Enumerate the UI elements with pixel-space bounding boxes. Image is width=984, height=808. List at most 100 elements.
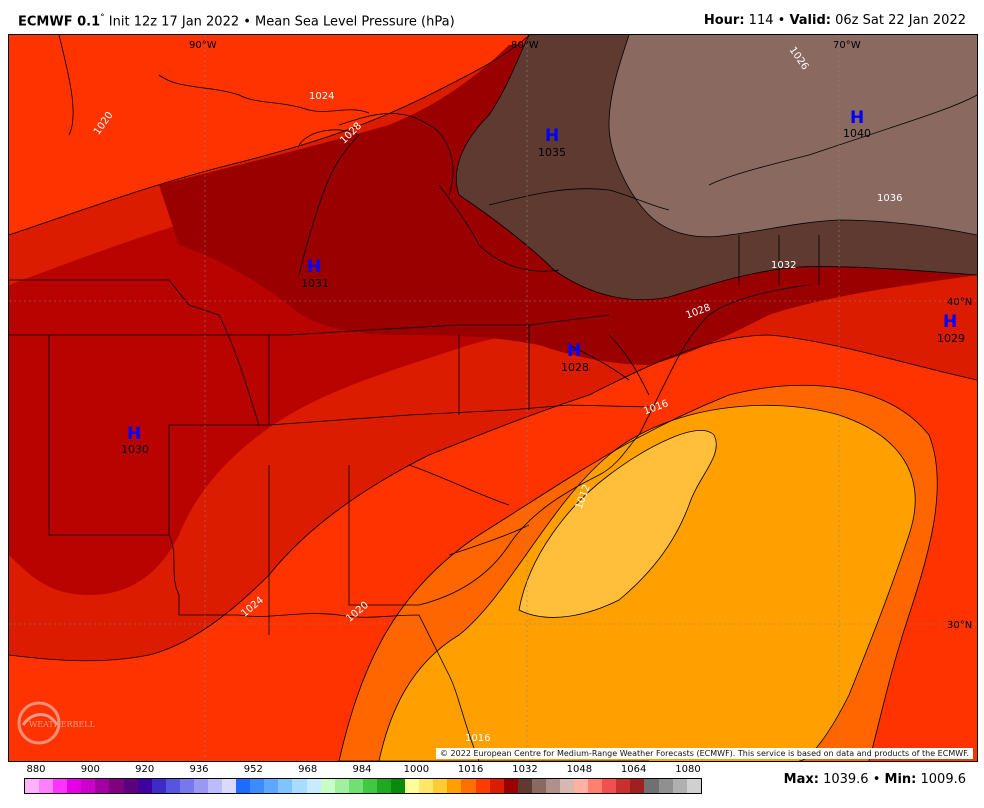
colorbar-tick-label: 880 — [26, 764, 46, 775]
forecast-time: Hour: 114 • Valid: 06z Sat 22 Jan 2022 — [704, 13, 966, 28]
colorbar-swatch — [123, 779, 138, 793]
model-name: ECMWF 0.1 — [18, 14, 101, 30]
high-value: 1040 — [843, 127, 871, 140]
colorbar-swatch — [405, 779, 420, 793]
colorbar-swatch — [306, 779, 321, 793]
lat-label-30n: 30°N — [947, 620, 972, 631]
colorbar-swatch — [236, 779, 251, 793]
colorbar-swatch — [222, 779, 237, 793]
colorbar-swatch — [602, 779, 617, 793]
colorbar-swatch — [95, 779, 110, 793]
colorbar-swatch — [517, 779, 532, 793]
colorbar-swatch — [151, 779, 166, 793]
copyright-notice: © 2022 European Centre for Medium-Range … — [436, 748, 973, 759]
pressure-zone-1040 — [609, 35, 977, 237]
colorbar-swatch — [559, 779, 575, 793]
high-value: 1031 — [301, 277, 329, 290]
colorbar-swatch — [165, 779, 180, 793]
colorbar-tick-label: 1048 — [566, 764, 593, 775]
colorbar-swatch — [348, 779, 363, 793]
colorbar-swatch — [475, 779, 490, 793]
high-center: H 1040 — [843, 108, 871, 140]
colorbar — [24, 778, 702, 794]
high-letter: H — [850, 108, 864, 128]
colorbar-tick-label: 984 — [352, 764, 372, 775]
map-title: ECMWF 0.1° Init 12z 17 Jan 2022 • Mean S… — [18, 13, 455, 29]
min-label: Min: — [884, 772, 917, 787]
colorbar-swatch — [25, 779, 40, 793]
colorbar-tick-label: 920 — [135, 764, 155, 775]
min-value: 1009.6 — [916, 772, 967, 787]
init-and-field: Init 12z 17 Jan 2022 • Mean Sea Level Pr… — [104, 14, 455, 30]
graticule — [9, 35, 977, 761]
header: ECMWF 0.1° Init 12z 17 Jan 2022 • Mean S… — [0, 0, 984, 36]
colorbar-swatch — [391, 779, 406, 793]
colorbar-swatch — [334, 779, 349, 793]
colorbar-tick-label: 1064 — [620, 764, 647, 775]
logo-text: WEATHERBELL — [29, 720, 96, 729]
high-letter: H — [127, 424, 141, 444]
lon-label-80w: 80°W — [511, 40, 539, 51]
colorbar-swatch — [278, 779, 293, 793]
isobar-lines — [9, 35, 977, 761]
colorbar-swatch — [461, 779, 476, 793]
lon-label-70w: 70°W — [833, 40, 861, 51]
colorbar-swatch — [362, 779, 377, 793]
pressure-zone-1016 — [379, 405, 916, 761]
colorbar-swatch — [672, 779, 687, 793]
colorbar-tick-label: 968 — [298, 764, 318, 775]
colorbar-labels: 880 900 920 936 952 968 984 1000 1016 1032 1048 106… — [24, 764, 700, 776]
colorbar-tick-label: 1080 — [675, 764, 701, 775]
colorbar-swatch — [137, 779, 152, 793]
weatherbell-logo: WEATHERBELL — [17, 701, 96, 745]
pressure-map: 90°W 80°W 70°W 40°N 30°N 1020 1024 1028 … — [8, 34, 978, 762]
colorbar-swatch — [179, 779, 194, 793]
colorbar-swatch — [489, 779, 504, 793]
lat-label-40n: 40°N — [947, 297, 972, 308]
lon-label-90w: 90°W — [189, 40, 217, 51]
high-letter: H — [943, 312, 957, 332]
colorbar-swatch — [531, 779, 546, 793]
high-letter: H — [545, 126, 559, 146]
colorbar-tick-label: 936 — [189, 764, 209, 775]
isobar-label: 1032 — [771, 260, 796, 271]
geography-outlines — [9, 74, 977, 761]
stats-separator: • — [868, 772, 885, 787]
colorbar-swatch — [658, 779, 673, 793]
colorbar-swatch — [39, 779, 54, 793]
colorbar-swatch — [503, 779, 518, 793]
high-value: 1029 — [937, 332, 965, 345]
colorbar-tick-label: 1000 — [403, 764, 430, 775]
colorbar-tick-label: 900 — [80, 764, 100, 775]
hour-label: Hour: — [703, 13, 745, 28]
colorbar-swatch — [208, 779, 223, 793]
max-label: Max: — [783, 772, 819, 787]
colorbar-swatch — [686, 779, 701, 793]
colorbar-swatch — [376, 779, 392, 793]
high-value: 1030 — [121, 443, 149, 456]
colorbar-swatch — [81, 779, 96, 793]
high-center: H 1028 — [561, 341, 589, 374]
colorbar-swatch — [320, 779, 335, 793]
isobar-label: 1016 — [465, 733, 490, 744]
colorbar-swatch — [53, 779, 68, 793]
isobar-label: 1024 — [309, 91, 334, 102]
valid-time: 06z Sat 22 Jan 2022 — [830, 13, 966, 28]
max-value: 1039.6 — [818, 772, 869, 787]
valid-label: Valid: — [789, 13, 831, 28]
colorbar-swatch — [588, 779, 603, 793]
high-value: 1028 — [561, 361, 589, 374]
high-center: H 1030 — [121, 424, 149, 456]
colorbar-swatch — [292, 779, 307, 793]
high-letter: H — [567, 341, 581, 361]
colorbar-swatch — [67, 779, 82, 793]
max-min-readout: Max: 1039.6 • Min: 1009.6 — [784, 772, 966, 787]
colorbar-tick-label: 1016 — [457, 764, 484, 775]
colorbar-swatch — [419, 779, 434, 793]
colorbar-swatch — [447, 779, 462, 793]
colorbar-swatch — [630, 779, 645, 793]
degree-sign: ° — [100, 13, 105, 23]
map-canvas: 90°W 80°W 70°W 40°N 30°N 1020 1024 1028 … — [9, 35, 977, 761]
colorbar-swatch — [433, 779, 448, 793]
hour-value: 114 • — [744, 13, 790, 28]
